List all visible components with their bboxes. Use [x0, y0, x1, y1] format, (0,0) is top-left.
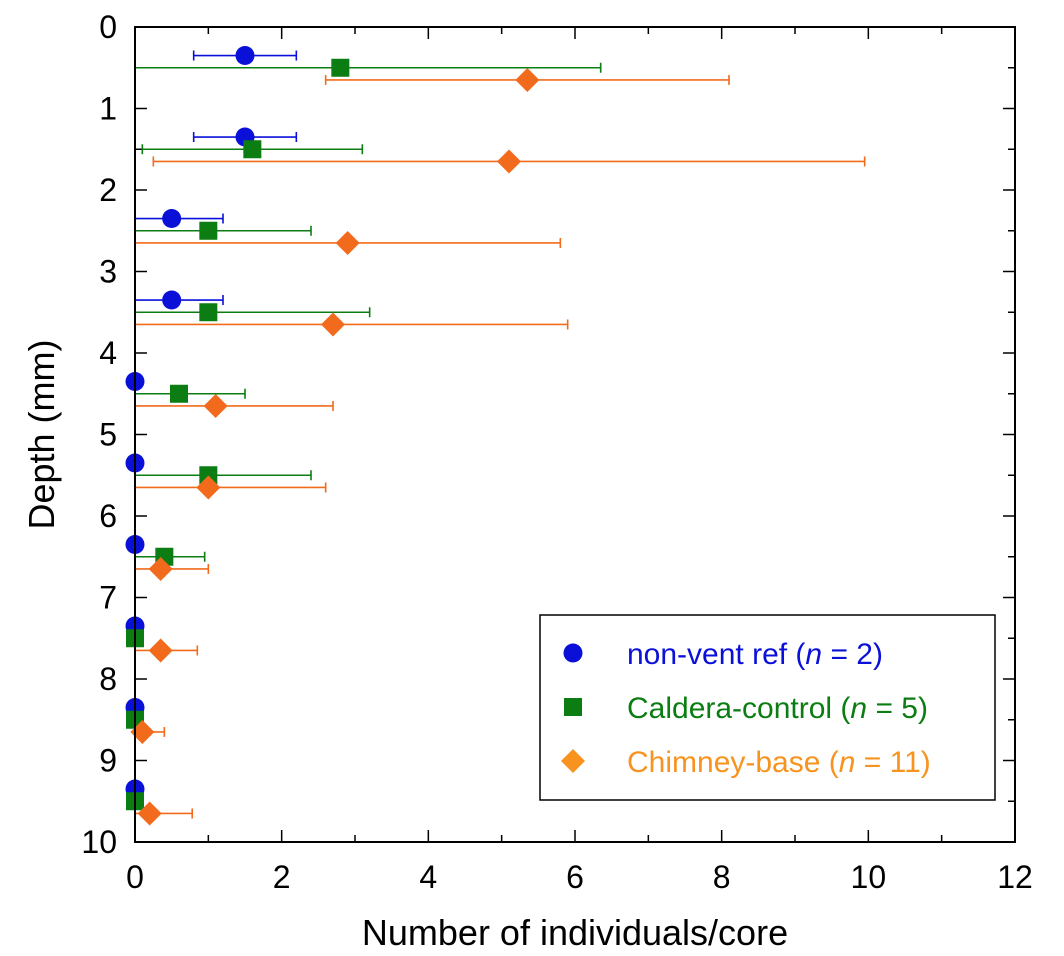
chimney-base-point	[203, 393, 228, 418]
non-vent-ref-point	[235, 46, 255, 66]
x-axis-title: Number of individuals/core	[362, 912, 788, 953]
non-vent-ref-point	[162, 209, 182, 229]
x-tick-label: 10	[851, 859, 887, 895]
x-tick-label: 0	[126, 859, 144, 895]
caldera-control-point	[199, 466, 218, 485]
caldera-control-point	[199, 221, 218, 240]
chimney-base-point	[335, 230, 360, 255]
legend-label-non-vent-ref: non-vent ref (n = 2)	[627, 638, 883, 671]
y-tick-label: 1	[99, 91, 117, 127]
x-tick-label: 4	[419, 859, 437, 895]
legend-item-caldera-control: Caldera-control (n = 5)	[564, 692, 928, 725]
plot-frame	[134, 26, 1016, 843]
chimney-base-point	[148, 556, 173, 581]
y-tick-label: 9	[99, 743, 117, 779]
y-tick-label: 7	[99, 580, 117, 616]
caldera-control-point	[170, 384, 188, 403]
chimney-base-point	[137, 801, 162, 826]
y-tick-label: 5	[99, 417, 117, 453]
data-markers	[125, 46, 540, 826]
chimney-base-point	[515, 67, 540, 92]
y-tick-label: 4	[99, 335, 117, 371]
x-tick-label: 8	[713, 859, 731, 895]
legend-marker-chimney-base	[561, 749, 585, 773]
legend-item-non-vent-ref: non-vent ref (n = 2)	[563, 638, 883, 671]
legend-label-caldera-control: Caldera-control (n = 5)	[627, 692, 928, 725]
caldera-control-point	[243, 140, 262, 159]
x-tick-label: 12	[997, 859, 1033, 895]
non-vent-ref-point	[162, 290, 182, 310]
y-axis-title: Depth (mm)	[21, 339, 62, 529]
x-tick-label: 2	[273, 859, 291, 895]
x-tick-label: 6	[566, 859, 584, 895]
y-tick-label: 0	[99, 9, 117, 45]
legend-item-chimney-base: Chimney-base (n = 11)	[561, 746, 931, 779]
chimney-base-point	[321, 312, 345, 337]
chimney-base-point	[148, 638, 173, 663]
caldera-control-point	[331, 58, 350, 77]
legend-label-chimney-base: Chimney-base (n = 11)	[627, 746, 931, 779]
legend: non-vent ref (n = 2) Caldera-control (n =…	[539, 614, 996, 801]
y-tick-label: 3	[99, 254, 117, 290]
y-tick-label: 6	[99, 498, 117, 534]
chimney-base-point	[196, 475, 221, 500]
chimney-base-point	[130, 719, 155, 744]
y-tick-label: 2	[99, 172, 117, 208]
caldera-control-point	[199, 303, 218, 322]
legend-marker-non-vent-ref	[563, 643, 583, 663]
legend-marker-caldera-control	[564, 698, 582, 716]
legend-box	[539, 614, 996, 801]
y-tick-label: 8	[99, 661, 117, 697]
y-tick-label: 10	[81, 824, 117, 860]
chimney-base-point	[497, 149, 521, 174]
